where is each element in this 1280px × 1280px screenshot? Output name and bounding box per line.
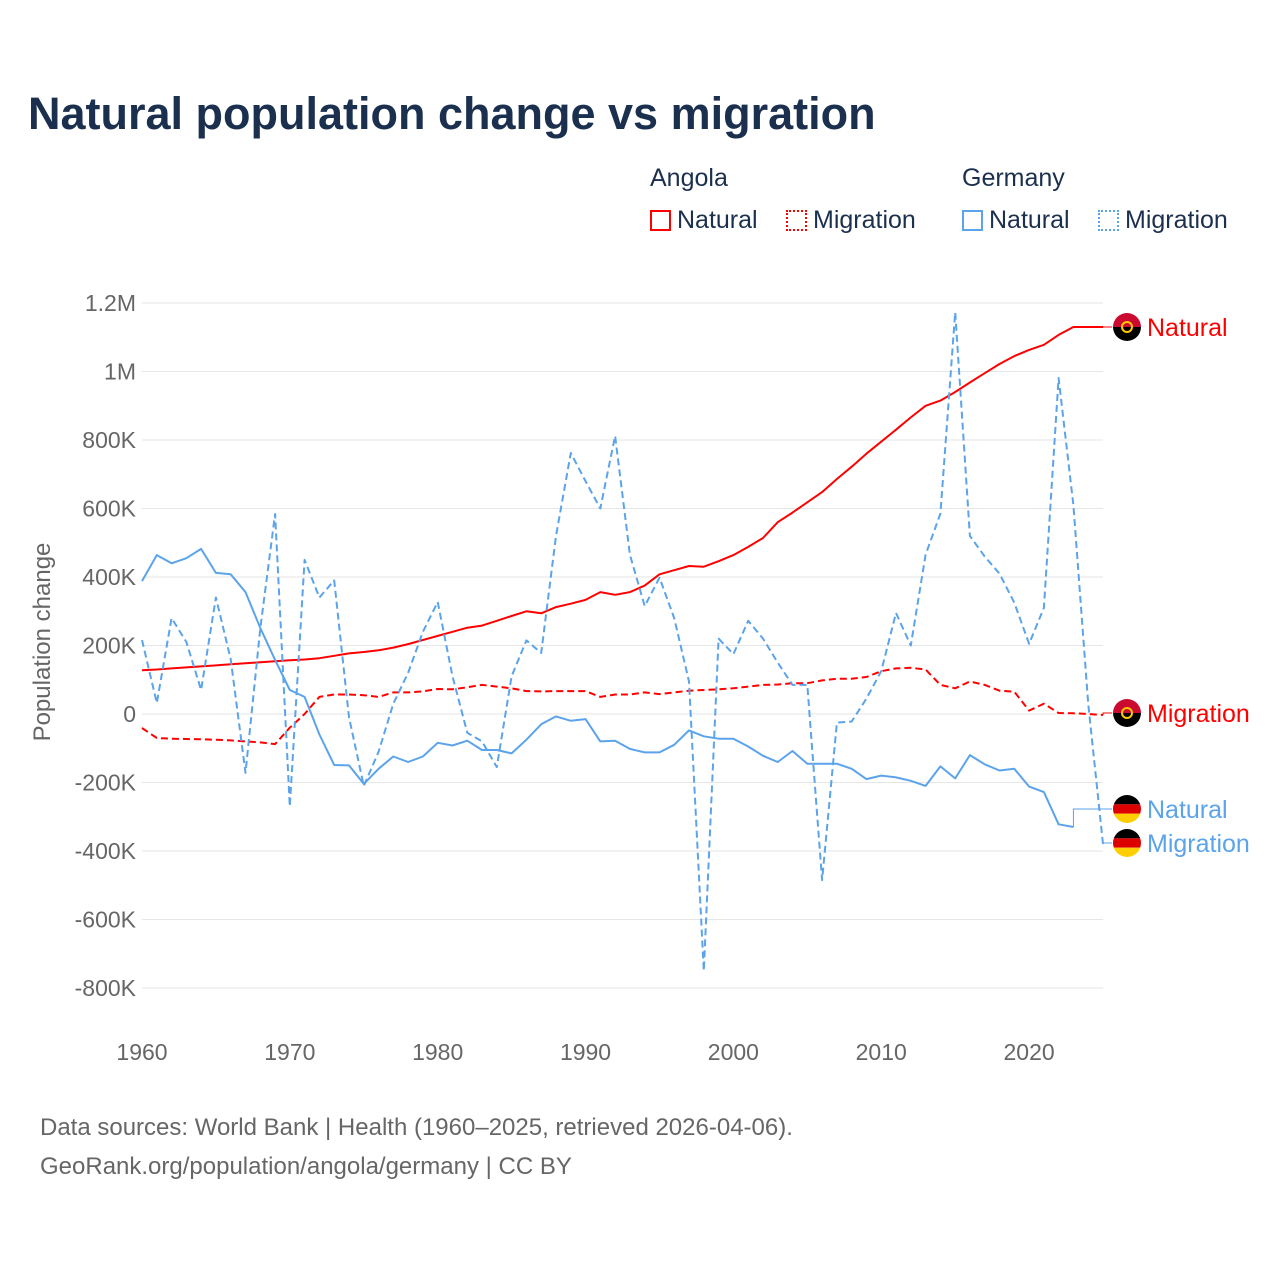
solid-swatch-icon — [650, 210, 671, 231]
y-tick-label: 400K — [82, 564, 136, 590]
data-source-text: Data sources: World Bank | Health (1960–… — [40, 1114, 793, 1141]
series-end-label: Migration — [1147, 830, 1250, 858]
solid-swatch-icon — [962, 210, 983, 231]
x-tick-label: 1980 — [412, 1039, 463, 1065]
x-tick-label: 2010 — [856, 1039, 907, 1065]
x-tick-label: 1960 — [116, 1039, 167, 1065]
series-end-label: Natural — [1147, 314, 1228, 342]
y-tick-label: -800K — [75, 975, 137, 1001]
series-end-label: Natural — [1147, 796, 1228, 824]
legend-label: Migration — [1125, 206, 1228, 234]
y-tick-label: -200K — [75, 770, 137, 796]
y-axis-label: Population change — [29, 543, 56, 742]
germany-flag-icon — [1113, 795, 1141, 823]
legend-label: Natural — [677, 206, 758, 234]
y-tick-label: 800K — [82, 427, 136, 453]
legend-group-germany: Germany — [962, 164, 1065, 192]
series-line-angola-migration — [141, 666, 1104, 746]
dotted-swatch-icon — [1098, 210, 1119, 231]
legend-germany-migration[interactable]: Migration — [1098, 206, 1228, 235]
y-tick-label: -400K — [75, 838, 137, 864]
dotted-swatch-icon — [786, 210, 807, 231]
x-tick-label: 2020 — [1003, 1039, 1054, 1065]
label-leader-line — [1102, 712, 1112, 716]
chart-title: Natural population change vs migration — [28, 88, 876, 139]
germany-flag-icon — [1113, 829, 1141, 857]
series-line-germany-natural — [141, 547, 1074, 828]
legend-angola-migration[interactable]: Migration — [786, 206, 916, 235]
y-tick-label: 0 — [123, 701, 136, 727]
y-tick-label: 600K — [82, 496, 136, 522]
y-tick-label: 200K — [82, 633, 136, 659]
series-line-germany-migration — [141, 311, 1104, 972]
legend-group-angola: Angola — [650, 164, 728, 192]
label-leader-line — [1102, 842, 1112, 845]
legend-label: Migration — [813, 206, 916, 234]
x-tick-label: 2000 — [708, 1039, 759, 1065]
attribution-link[interactable]: GeoRank.org/population/angola/germany | … — [40, 1153, 572, 1180]
legend-label: Natural — [989, 206, 1070, 234]
legend-angola-natural[interactable]: Natural — [650, 206, 758, 235]
legend-germany-natural[interactable]: Natural — [962, 206, 1070, 235]
footer: Data sources: World Bank | Health (1960–… — [40, 1108, 793, 1186]
series-line-angola-natural — [141, 326, 1103, 672]
angola-flag-icon — [1113, 313, 1141, 341]
label-leader-line — [1072, 808, 1112, 828]
x-tick-label: 1970 — [264, 1039, 315, 1065]
x-tick-label: 1990 — [560, 1039, 611, 1065]
angola-flag-icon — [1113, 699, 1141, 727]
y-tick-label: 1M — [104, 359, 136, 385]
series-end-label: Migration — [1147, 700, 1250, 728]
y-tick-label: 1.2M — [85, 290, 136, 316]
y-tick-label: -600K — [75, 907, 137, 933]
